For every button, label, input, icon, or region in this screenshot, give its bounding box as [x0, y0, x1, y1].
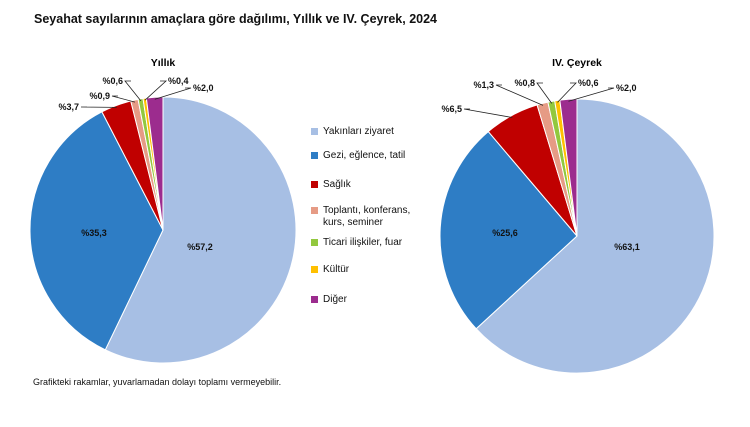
legend-item-saglik: Sağlık [311, 179, 441, 205]
pie-chart-iv-ceyrek: IV. Çeyrek %63,1 %25,6 %6,5 %1,3 %0,8 %0,6 %2,0 [439, 57, 715, 374]
pie-title: IV. Çeyrek [552, 57, 602, 69]
legend-swatch [311, 239, 318, 246]
pie-title: Yıllık [151, 57, 176, 69]
leader-line [568, 87, 615, 102]
leader-line [111, 95, 136, 103]
leader-line [536, 82, 553, 104]
data-label-gezi-eglence-tatil: %25,6 [492, 228, 518, 238]
legend-swatch [311, 152, 318, 159]
leader-line [124, 80, 142, 102]
legend-label: Ticari ilişkiler, fuar [323, 237, 403, 248]
legend: Yakınları ziyaret Gezi, eğlence, tatil S… [311, 126, 441, 308]
legend-swatch [311, 266, 318, 273]
legend-swatch [311, 128, 318, 135]
data-label-kultur: %0,6 [578, 78, 599, 88]
legend-label: Toplantı, konferans, kurs, seminer [323, 205, 411, 228]
legend-label: Diğer [323, 294, 347, 305]
legend-item-toplanti-konferans: Toplantı, konferans, kurs, seminer [311, 205, 441, 237]
pie-slice-yakinlari-ziyaret [104, 96, 297, 364]
leader-line [463, 108, 513, 118]
data-label-diger: %2,0 [616, 83, 637, 93]
footnote: Grafikteki rakamlar, yuvarlamadan dolayı… [33, 377, 282, 387]
leader-line [495, 84, 544, 106]
legend-label: Kültür [323, 264, 350, 275]
legend-swatch [311, 181, 318, 188]
legend-label: Sağlık [323, 179, 351, 190]
data-label-yakinlari-ziyaret: %57,2 [187, 242, 213, 252]
data-label-saglik: %6,5 [441, 104, 462, 114]
legend-label: Yakınları ziyaret [323, 126, 394, 137]
pie-chart-yillik: Yıllık %57,2 %35,3 %3,7 %0,9 %0,6 %0,4 %2,0 [29, 57, 297, 364]
leader-line [557, 82, 577, 103]
legend-item-gezi-eglence-tatil: Gezi, eğlence, tatil [311, 150, 441, 179]
page-title: Seyahat sayılarının amaçlara göre dağılı… [34, 12, 438, 26]
data-label-saglik: %3,7 [58, 102, 79, 112]
leader-line [154, 87, 192, 100]
data-label-diger: %2,0 [193, 83, 214, 93]
legend-item-diger: Diğer [311, 294, 441, 308]
data-label-toplanti-konferans: %0,9 [89, 91, 110, 101]
legend-swatch [311, 296, 318, 303]
legend-item-kultur: Kültür [311, 264, 441, 294]
legend-swatch [311, 207, 318, 214]
legend-item-yakinlari-ziyaret: Yakınları ziyaret [311, 126, 441, 150]
data-label-yakinlari-ziyaret: %63,1 [614, 242, 640, 252]
data-label-ticari-iliskiler: %0,6 [102, 76, 123, 86]
pie-slice-gezi-eglence-tatil [439, 130, 578, 330]
data-label-kultur: %0,4 [168, 76, 189, 86]
pie-slice-yakinlari-ziyaret [475, 98, 715, 374]
data-label-toplanti-konferans: %1,3 [473, 80, 494, 90]
pie-slice-gezi-eglence-tatil [29, 111, 164, 351]
data-label-ticari-iliskiler: %0,8 [514, 78, 535, 88]
data-label-gezi-eglence-tatil: %35,3 [81, 228, 107, 238]
legend-item-ticari-iliskiler: Ticari ilişkiler, fuar [311, 237, 441, 264]
leader-line [144, 80, 168, 101]
legend-label: Gezi, eğlence, tatil [323, 150, 406, 161]
